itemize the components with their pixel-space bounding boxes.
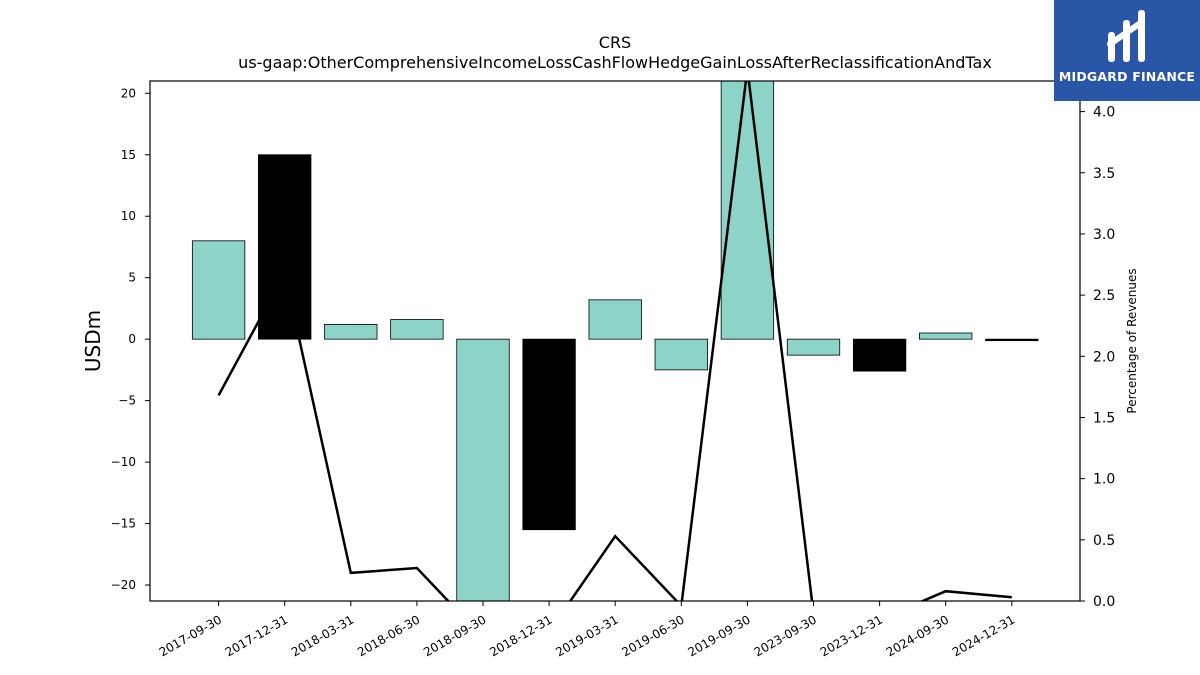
y2-axis-label: Percentage of Revenues	[1125, 268, 1139, 413]
y-tick-label: 0	[128, 332, 136, 346]
bar-2023-09-30	[786, 338, 841, 356]
midgard-logo-icon	[1107, 10, 1145, 62]
bar-2017-12-31	[258, 154, 312, 340]
chart-subtitle: us-gaap:OtherComprehensiveIncomeLossCash…	[238, 53, 992, 72]
x-tick-label: 2019-03-31	[553, 612, 620, 659]
x-tick-label: 2018-12-31	[487, 612, 554, 659]
y2-tick-label: 1.5	[1093, 410, 1115, 426]
y-tick-label: −20	[111, 578, 136, 592]
x-tick-label: 2023-09-30	[752, 612, 819, 659]
y2-tick-label: 0.5	[1093, 533, 1115, 549]
bar-2024-12-31	[985, 338, 1039, 342]
y-tick-label: 10	[121, 209, 136, 223]
logo-text: MIDGARD FINANCE	[1058, 69, 1196, 84]
x-tick-label: 2017-09-30	[157, 612, 224, 659]
y-tick-label: 20	[121, 86, 136, 100]
y-tick-label: −10	[111, 455, 136, 469]
y2-tick-label: 3.5	[1093, 166, 1115, 182]
bar-2018-12-31	[522, 338, 576, 531]
brand-logo: MIDGARD FINANCE	[1054, 0, 1200, 101]
x-tick-label: 2023-12-31	[818, 612, 885, 659]
bar-2024-09-30	[919, 332, 973, 340]
bar-2019-03-31	[588, 299, 642, 340]
plot-area	[191, 81, 1039, 601]
y2-tick-label: 3.0	[1093, 227, 1115, 243]
y2-tick-label: 0.0	[1093, 594, 1115, 610]
y-tick-label: 15	[121, 148, 136, 162]
y-tick-label: 5	[128, 271, 136, 285]
x-tick-label: 2017-12-31	[223, 612, 290, 659]
bar-2018-03-31	[324, 324, 378, 340]
y2-tick-label: 2.0	[1093, 349, 1115, 365]
y2-tick-label: 1.0	[1093, 472, 1115, 488]
chart-title: CRS	[599, 33, 631, 52]
x-tick-label: 2024-12-31	[950, 612, 1017, 659]
x-tick-label: 2018-09-30	[421, 612, 488, 659]
x-tick-label: 2019-09-30	[685, 612, 752, 659]
bar-2019-09-30	[720, 81, 775, 340]
y-tick-label: −5	[118, 394, 136, 408]
y-axis-label: USDm	[81, 310, 105, 372]
x-tick-label: 2018-03-31	[289, 612, 356, 659]
pct-of-revenues-line	[217, 81, 1012, 601]
plot-frame	[149, 80, 1081, 602]
y2-tick-label: 2.5	[1093, 288, 1115, 304]
bar-2018-06-30	[390, 319, 444, 340]
bar-2019-06-30	[654, 338, 708, 371]
bar-2018-09-30	[456, 338, 510, 601]
bar-2017-09-30	[191, 240, 246, 340]
y2-tick-label: 4.0	[1093, 105, 1115, 121]
x-tick-label: 2018-06-30	[355, 612, 422, 659]
y-tick-label: −15	[111, 517, 136, 531]
x-tick-label: 2019-06-30	[619, 612, 686, 659]
x-tick-label: 2024-09-30	[884, 612, 951, 659]
bar-2023-12-31	[852, 338, 907, 372]
